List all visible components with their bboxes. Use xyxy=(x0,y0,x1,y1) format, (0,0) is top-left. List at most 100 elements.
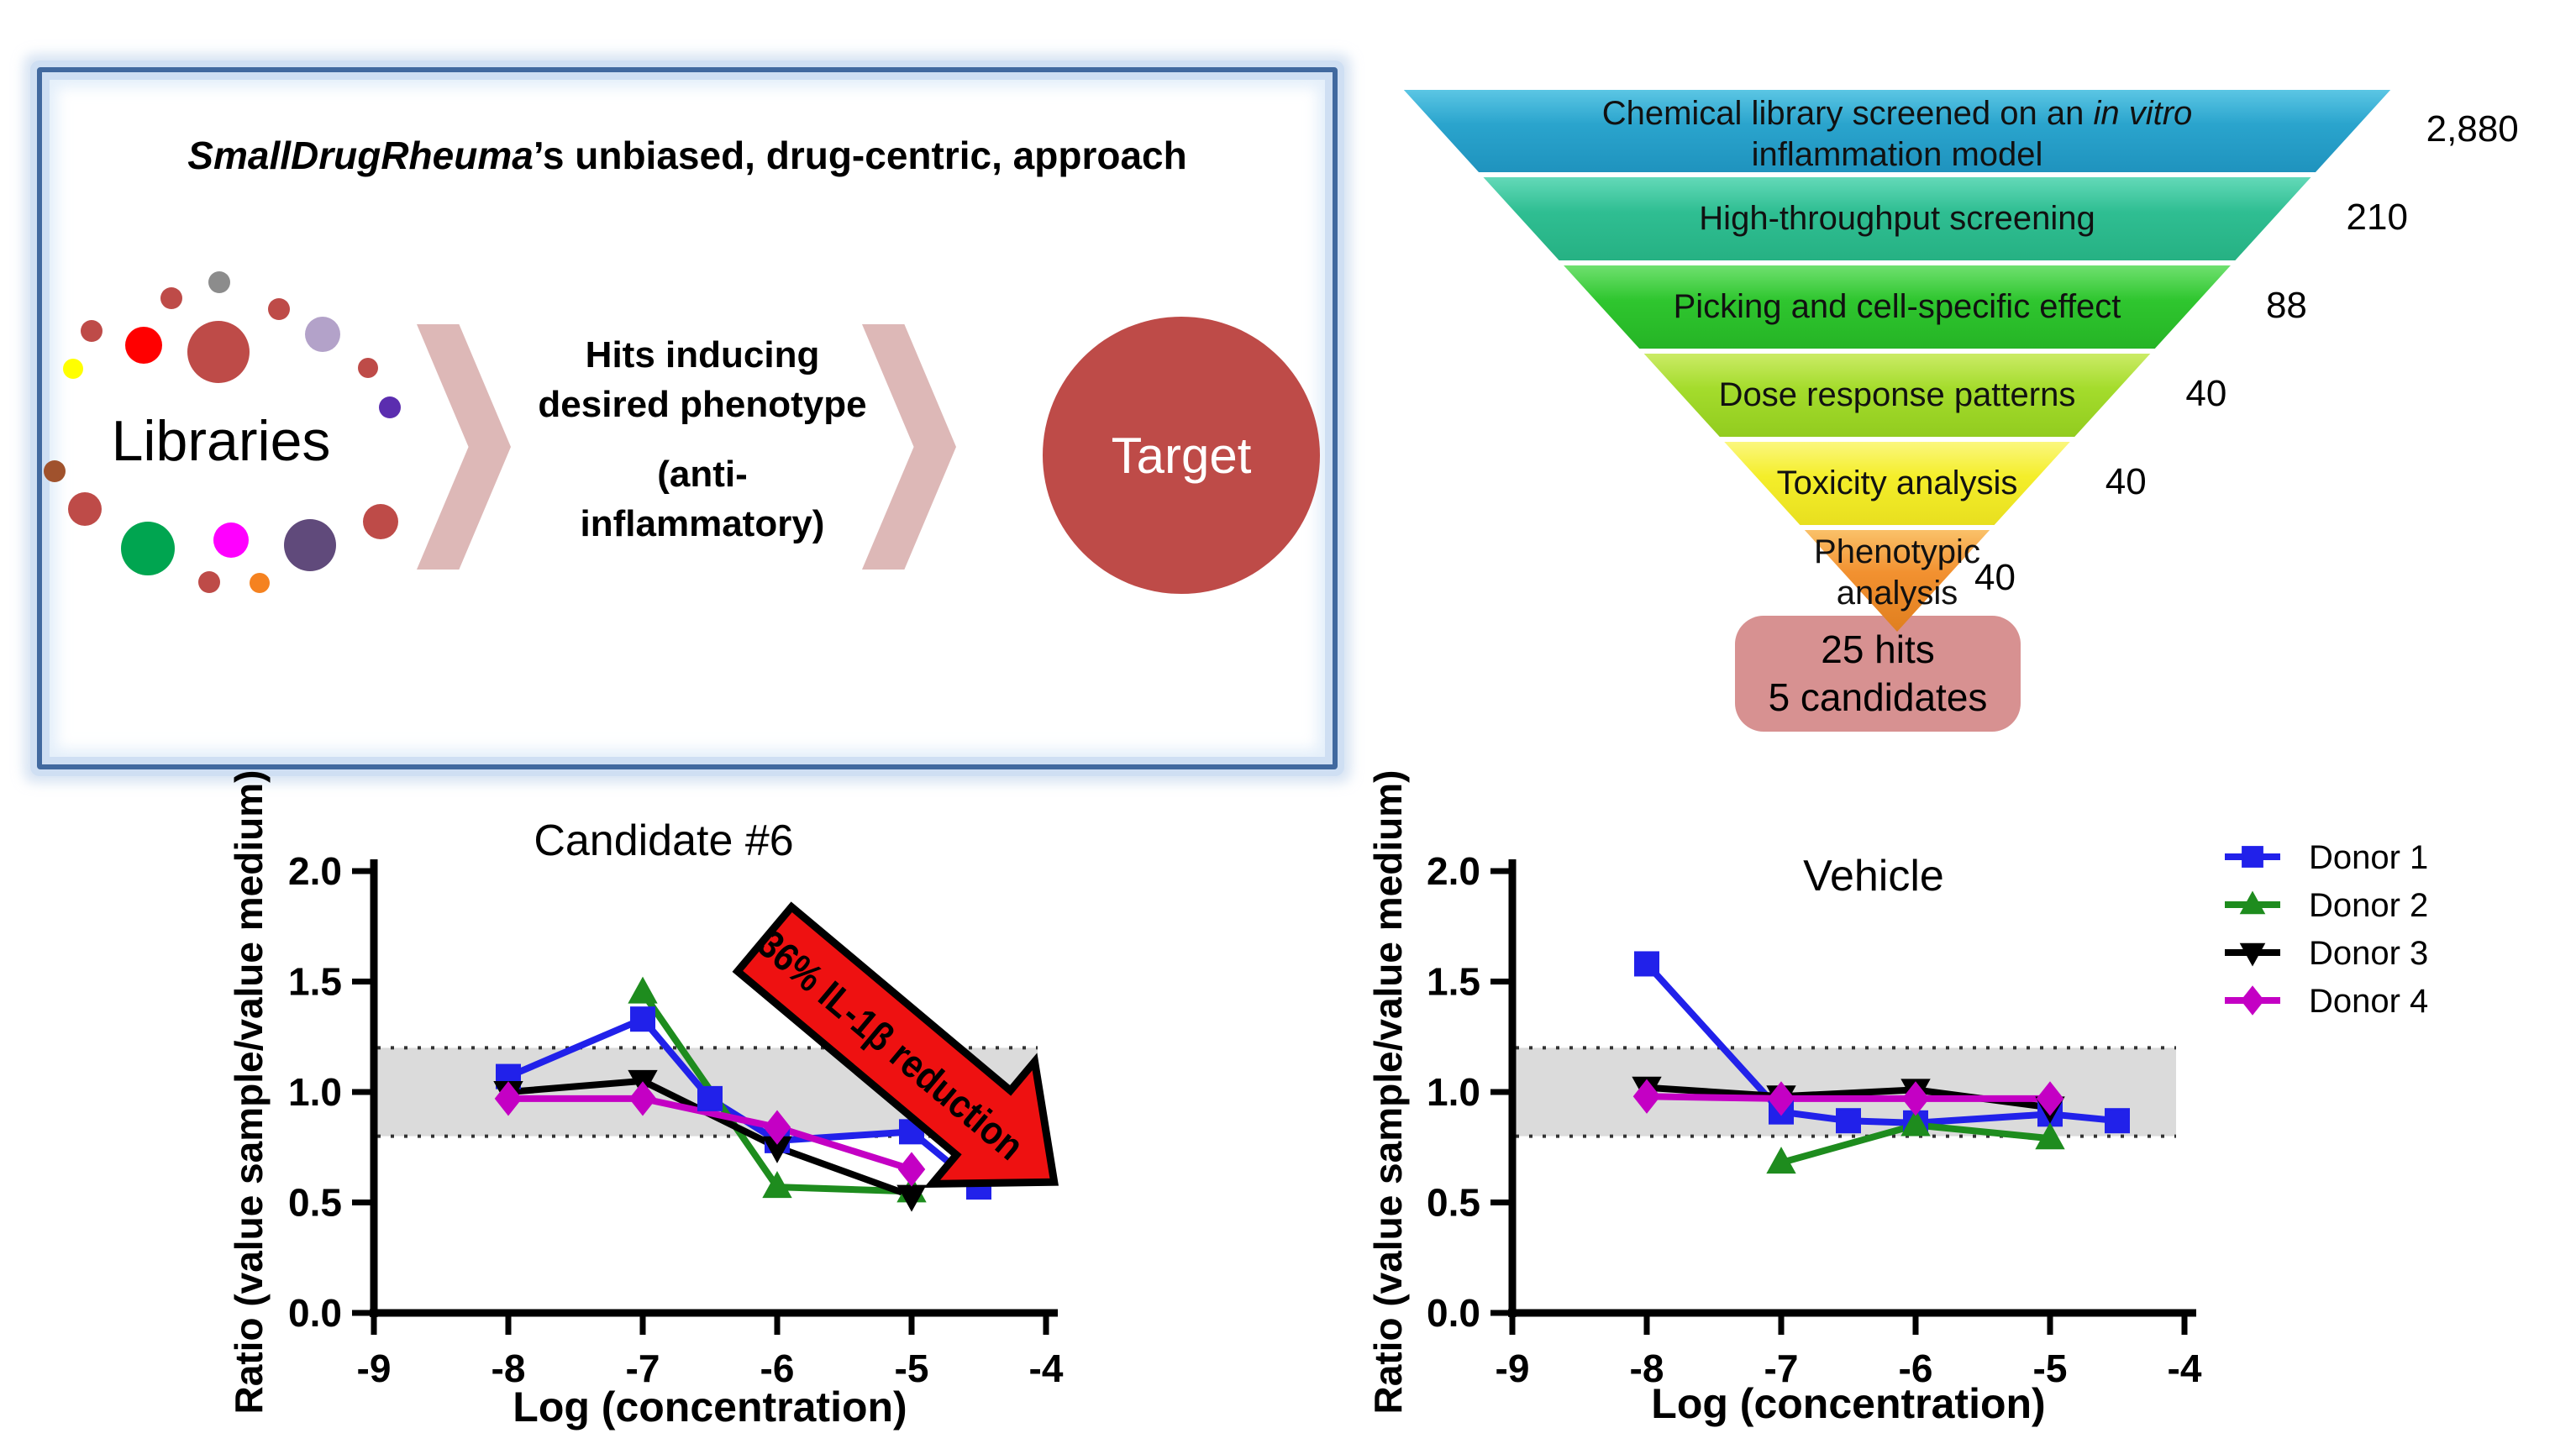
chart-text: 1.5 xyxy=(1427,960,1480,1004)
funnel-stage-label: Picking and cell-specific effect xyxy=(1673,287,2121,325)
library-dot xyxy=(44,460,66,482)
chart-text: -7 xyxy=(626,1347,660,1390)
marker-triangle-up xyxy=(2035,1122,2065,1150)
chart-text: -9 xyxy=(1496,1347,1530,1390)
hits-line-2: desired phenotype xyxy=(538,383,867,425)
chart-text: 0.5 xyxy=(288,1181,342,1225)
chart-text: -6 xyxy=(760,1347,795,1390)
approach-title-rest: ’s unbiased, drug-centric, approach xyxy=(533,134,1187,177)
library-dot xyxy=(63,359,83,379)
approach-title: SmallDrugRheuma’s unbiased, drug-centric… xyxy=(42,133,1333,178)
marker-diamond xyxy=(1767,1081,1795,1116)
chart-text: 0.0 xyxy=(1427,1291,1480,1335)
funnel-stage-3 xyxy=(1564,265,2231,349)
target-label: Target xyxy=(1111,427,1252,484)
chart-text: -9 xyxy=(357,1347,392,1390)
chart-text: 2.0 xyxy=(288,849,342,893)
funnel-stage-label: Phenotypic analysis xyxy=(1814,533,1980,612)
chart-text: Donor 2 xyxy=(2309,887,2428,924)
chart-text: Log (concentration) xyxy=(513,1383,907,1431)
chart-text: 1.0 xyxy=(1427,1070,1480,1114)
funnel-stage-2 xyxy=(1483,177,2311,260)
marker-triangle-up xyxy=(2239,890,2266,915)
funnel-stage-label: Chemical library screened on an in vitro… xyxy=(1601,95,2193,173)
marker-triangle-up xyxy=(1900,1109,1931,1137)
screening-funnel: 25 hits 5 candidates Chemical library sc… xyxy=(1402,88,2519,760)
funnel-stage-label: High-throughput screening xyxy=(1699,199,2095,237)
chart-1: -9 -8 -7 -6 -5 -4 0.0 0.5 1.0 1.5 2.0 Candidate #6 L… xyxy=(227,770,1064,1431)
marker-diamond xyxy=(2240,985,2265,1016)
chart-text: 1.5 xyxy=(288,960,342,1004)
hits-line-4: inflammatory) xyxy=(580,502,825,544)
library-dot xyxy=(363,504,398,539)
chart-text: -6 xyxy=(1899,1347,1933,1390)
library-dot xyxy=(121,522,175,575)
chart-text: -4 xyxy=(2168,1347,2202,1390)
chart-text: Donor 4 xyxy=(2309,983,2428,1020)
chart-text: -8 xyxy=(1630,1347,1664,1390)
chart-text: -5 xyxy=(895,1347,929,1390)
marker-triangle-up xyxy=(628,976,658,1004)
series-line-donor-4 xyxy=(508,1095,913,1173)
marker-diamond xyxy=(897,1152,926,1187)
marker-diamond xyxy=(1901,1081,1930,1116)
chart-text: Log (concentration) xyxy=(1651,1380,2045,1427)
series-line-donor-4 xyxy=(1646,1093,2050,1102)
chart-text: Vehicle xyxy=(1803,852,1944,900)
marker-triangle-down xyxy=(2239,942,2266,967)
library-dot xyxy=(187,321,250,383)
chart-2: -9 -8 -7 -6 -5 -4 0.0 0.5 1.0 1.5 2.0 Vehicle Log (c… xyxy=(1366,770,2428,1427)
chart-text: -5 xyxy=(2033,1347,2068,1390)
funnel-stage-count: 210 xyxy=(2346,196,2408,238)
marker-diamond xyxy=(1632,1079,1661,1114)
marker-square xyxy=(630,1006,655,1032)
funnel-stage-label: Toxicity analysis xyxy=(1776,464,2018,501)
funnel-stage-4 xyxy=(1643,354,2151,437)
funnel-stage-count: 88 xyxy=(2265,284,2307,326)
marker-square xyxy=(2242,846,2263,868)
approach-box: SmallDrugRheuma’s unbiased, drug-centric… xyxy=(37,67,1338,769)
chart-text: 0.5 xyxy=(1427,1181,1480,1225)
library-dot xyxy=(250,573,270,593)
chart-text: 2.0 xyxy=(1427,849,1480,893)
marker-diamond xyxy=(628,1081,657,1116)
library-dot xyxy=(198,571,220,593)
library-dot xyxy=(125,327,162,364)
chart-text: Candidate #6 xyxy=(534,816,793,865)
funnel-result-box: 25 hits 5 candidates xyxy=(1735,616,2021,732)
target-circle: Target xyxy=(1043,317,1320,594)
chart-text: Ratio (value sample/value medium) xyxy=(1366,770,1410,1415)
result-line-2: 5 candidates xyxy=(1768,675,1988,719)
libraries-label: Libraries xyxy=(111,409,331,473)
library-dot xyxy=(268,298,290,320)
library-dot xyxy=(358,358,378,378)
chart-text: -7 xyxy=(1764,1347,1799,1390)
marker-diamond xyxy=(763,1110,791,1145)
marker-diamond xyxy=(494,1081,523,1116)
library-dot xyxy=(160,287,182,309)
marker-square xyxy=(1634,951,1659,977)
chart-text: Donor 3 xyxy=(2309,935,2428,972)
chart-text: Ratio (value sample/value medium) xyxy=(227,770,271,1415)
funnel-stage-label: Dose response patterns xyxy=(1718,375,2076,413)
chart-text: -4 xyxy=(1029,1347,1064,1390)
approach-title-brand: SmallDrugRheuma xyxy=(187,134,534,177)
result-line-1: 25 hits xyxy=(1821,627,1935,671)
library-dot xyxy=(68,492,102,526)
chart-text: Donor 1 xyxy=(2309,839,2428,876)
funnel-stage-count: 40 xyxy=(2105,460,2147,502)
marker-square xyxy=(2105,1108,2130,1134)
chart-text: -8 xyxy=(492,1347,526,1390)
chart-text: 1.0 xyxy=(288,1070,342,1114)
library-dot xyxy=(284,519,336,571)
hits-line-1: Hits inducing xyxy=(585,334,820,375)
chart-text: 0.0 xyxy=(288,1291,342,1335)
library-dot xyxy=(305,317,340,352)
funnel-stage-count: 40 xyxy=(2185,372,2227,414)
chart-legend: Donor 1 Donor 2 Donor 3 Donor 4 xyxy=(2225,839,2428,1020)
arrow-shape xyxy=(732,901,1059,1188)
funnel-stage-1 xyxy=(1403,90,2391,172)
marker-square xyxy=(697,1085,723,1111)
